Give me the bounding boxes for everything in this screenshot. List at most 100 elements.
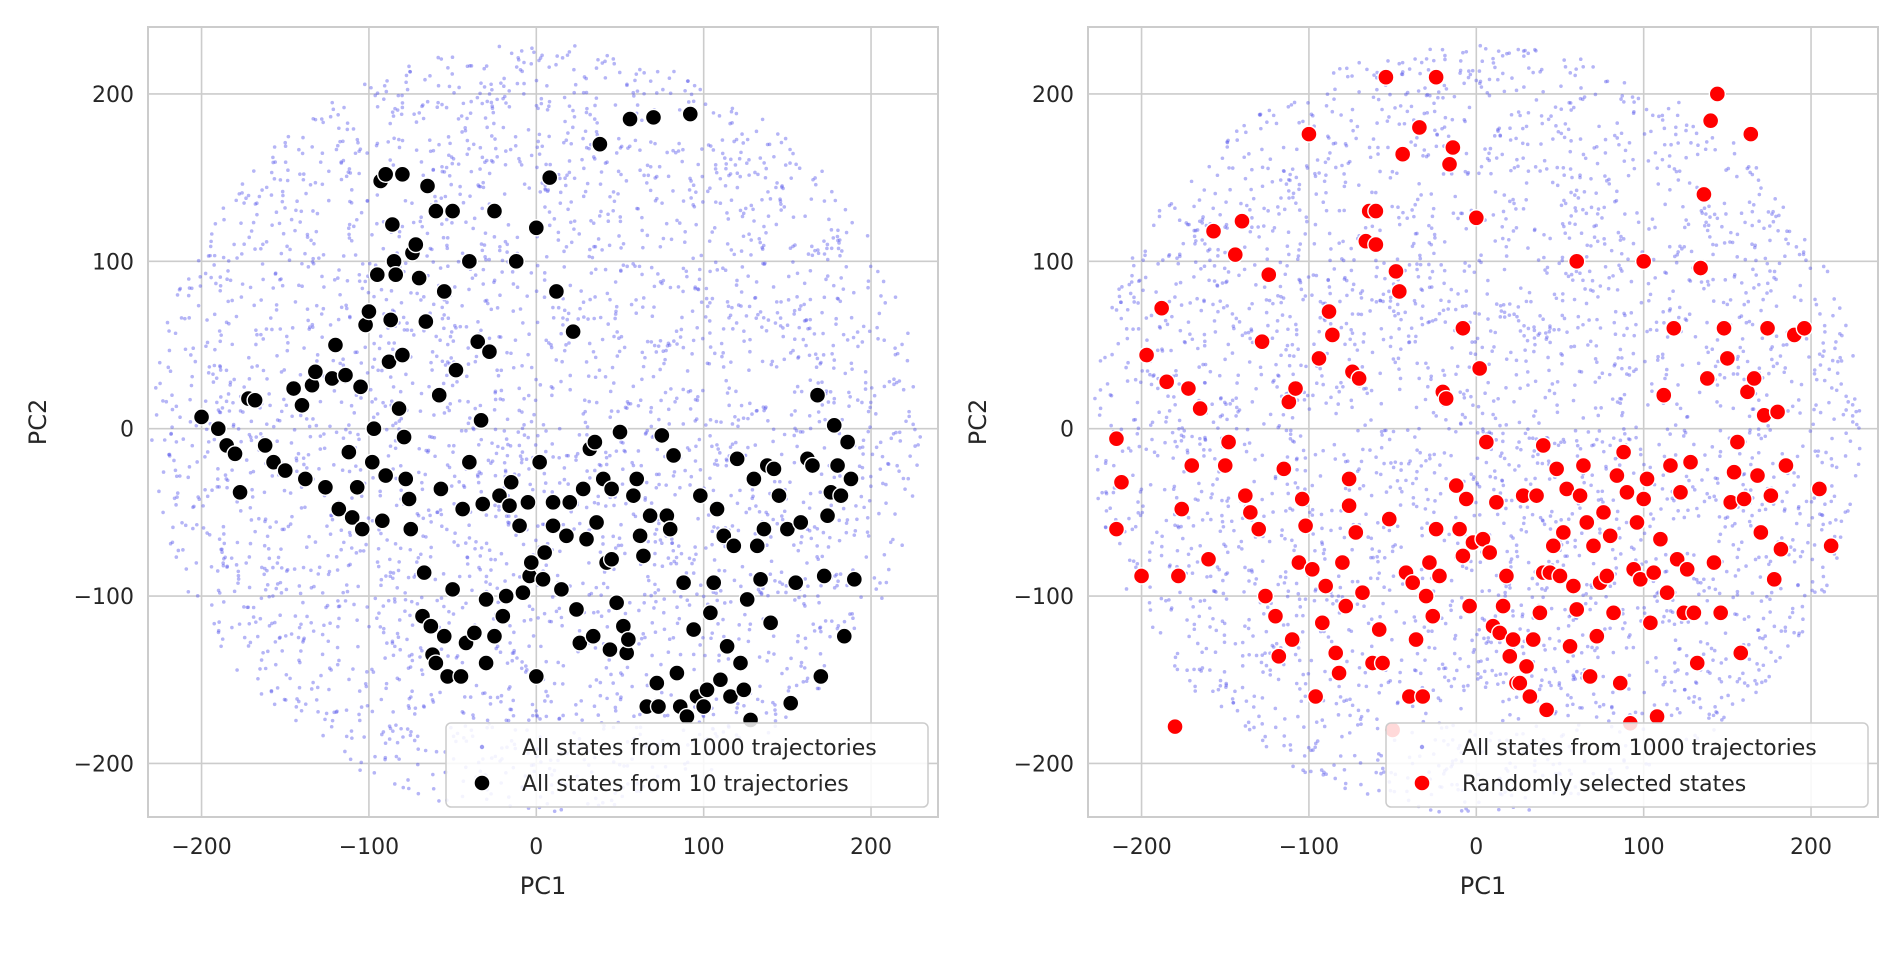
cloud-point — [1585, 243, 1590, 248]
cloud-point — [399, 416, 404, 421]
cloud-point — [1143, 275, 1148, 280]
cloud-point — [1588, 607, 1592, 612]
cloud-point — [763, 175, 768, 180]
cloud-point — [398, 463, 403, 468]
cloud-point — [445, 300, 449, 305]
cloud-point — [1778, 655, 1782, 660]
cloud-point — [1488, 329, 1493, 333]
cloud-point — [596, 610, 600, 614]
cloud-point — [633, 264, 637, 268]
cloud-point — [693, 285, 698, 289]
cloud-point — [300, 261, 304, 266]
cloud-point — [1674, 169, 1679, 174]
cloud-point — [419, 595, 424, 600]
cloud-point — [507, 104, 512, 109]
cloud-point — [1167, 598, 1171, 602]
cloud-point — [212, 312, 217, 317]
cloud-point — [619, 695, 623, 700]
cloud-point — [721, 365, 726, 369]
cloud-point — [1141, 504, 1145, 508]
cloud-point — [1768, 428, 1772, 432]
cloud-point — [296, 451, 301, 456]
cloud-point — [1166, 254, 1171, 258]
cloud-point — [1357, 90, 1361, 94]
cloud-point — [737, 637, 741, 641]
cloud-point — [876, 337, 880, 341]
cloud-point — [577, 521, 582, 526]
cloud-point — [749, 203, 754, 208]
cloud-point — [1748, 488, 1753, 492]
cloud-point — [1375, 121, 1379, 125]
cloud-point — [667, 422, 672, 426]
cloud-point — [835, 296, 840, 301]
cloud-point — [1691, 485, 1695, 489]
cloud-point — [232, 377, 236, 382]
cloud-point — [1197, 365, 1201, 369]
cloud-point — [1763, 679, 1768, 683]
cloud-point — [326, 553, 330, 558]
cloud-point — [734, 111, 739, 116]
cloud-point — [343, 599, 348, 603]
cloud-point — [1521, 126, 1525, 131]
cloud-point — [1838, 331, 1842, 336]
cloud-point — [540, 144, 545, 149]
cloud-point — [1487, 430, 1492, 435]
cloud-point — [1780, 451, 1785, 456]
cloud-point — [290, 414, 294, 419]
cloud-point — [611, 381, 616, 385]
cloud-point — [1478, 79, 1483, 84]
cloud-point — [1178, 254, 1182, 259]
cloud-point — [540, 53, 544, 58]
cloud-point — [603, 267, 608, 272]
cloud-point — [1397, 327, 1401, 331]
cloud-point — [170, 407, 175, 412]
cloud-point — [1252, 694, 1257, 699]
cloud-point — [1396, 700, 1400, 705]
cloud-point — [373, 93, 378, 98]
cloud-point — [782, 509, 787, 514]
cloud-point — [507, 514, 511, 518]
x-axis-label: PC1 — [520, 872, 567, 900]
chart-panel-1: −200 −100 0 100 200−200−1000100200PC1PC2All … — [24, 26, 939, 900]
cloud-point — [616, 136, 621, 141]
cloud-point — [856, 344, 860, 349]
cloud-point — [1540, 518, 1545, 522]
cloud-point — [1754, 258, 1758, 263]
cloud-point — [1232, 528, 1236, 533]
cloud-point — [207, 365, 212, 369]
cloud-point — [886, 461, 890, 466]
cloud-point — [749, 238, 753, 242]
cloud-point — [536, 616, 540, 620]
cloud-point — [1286, 104, 1291, 109]
cloud-point — [1772, 269, 1777, 274]
cloud-point — [1439, 263, 1443, 267]
cloud-point — [1223, 250, 1227, 255]
cloud-point — [773, 703, 777, 707]
cloud-point — [381, 246, 386, 251]
cloud-point — [254, 620, 258, 624]
cloud-point — [1155, 348, 1160, 353]
cloud-point — [318, 399, 323, 404]
cloud-point — [470, 276, 475, 280]
cloud-point — [348, 430, 352, 435]
cloud-point — [183, 316, 187, 321]
cloud-point — [391, 571, 396, 575]
cloud-point — [183, 523, 188, 528]
cloud-point — [534, 377, 538, 382]
cloud-point — [778, 197, 782, 201]
cloud-point — [1160, 349, 1165, 353]
cloud-point — [459, 429, 464, 433]
cloud-point — [388, 557, 392, 562]
cloud-point — [405, 87, 410, 92]
cloud-point — [1397, 222, 1402, 227]
cloud-point — [591, 349, 596, 354]
cloud-point — [793, 409, 797, 413]
cloud-point — [1484, 641, 1489, 645]
cloud-point — [736, 303, 741, 307]
cloud-point — [1330, 109, 1335, 114]
cloud-point — [244, 561, 249, 565]
cloud-point — [898, 439, 903, 443]
cloud-point — [544, 338, 549, 343]
cloud-point — [1667, 154, 1672, 158]
cloud-point — [1262, 611, 1266, 616]
